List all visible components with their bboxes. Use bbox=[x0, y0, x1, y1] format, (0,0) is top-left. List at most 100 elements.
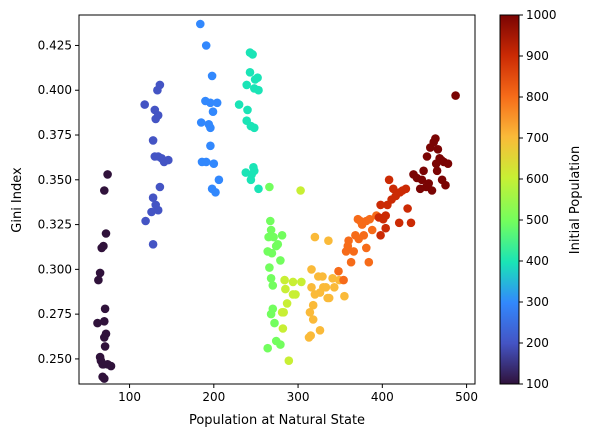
colorbar-tick-label: 800 bbox=[526, 90, 549, 104]
data-point bbox=[196, 118, 206, 127]
data-point bbox=[340, 291, 349, 301]
data-point bbox=[268, 281, 278, 290]
data-point bbox=[296, 186, 305, 195]
data-point bbox=[281, 284, 290, 294]
data-point bbox=[431, 159, 441, 168]
data-point bbox=[415, 184, 425, 194]
data-point bbox=[242, 80, 251, 90]
data-points bbox=[93, 19, 460, 383]
data-point bbox=[308, 315, 318, 324]
plot-area bbox=[78, 14, 476, 385]
data-point bbox=[206, 141, 215, 151]
data-point bbox=[394, 218, 404, 228]
x-axis: 100 200 300 400 500 bbox=[118, 384, 478, 404]
data-point bbox=[376, 200, 385, 210]
data-point bbox=[433, 145, 443, 154]
data-point bbox=[324, 236, 333, 245]
data-point bbox=[96, 356, 106, 366]
y-tick-label: 0.275 bbox=[38, 307, 72, 321]
data-point bbox=[307, 265, 316, 274]
data-point bbox=[150, 152, 160, 161]
data-point bbox=[288, 277, 298, 287]
colorbar-tick-label: 100 bbox=[526, 377, 549, 391]
x-tick-label: 200 bbox=[202, 390, 225, 404]
colorbar-label: Initial Population bbox=[568, 146, 583, 254]
y-tick-label: 0.375 bbox=[38, 128, 72, 142]
data-point bbox=[250, 123, 259, 133]
data-point bbox=[291, 290, 300, 299]
data-point bbox=[93, 318, 102, 328]
data-point bbox=[103, 170, 112, 179]
data-point bbox=[268, 304, 278, 314]
data-point bbox=[100, 304, 110, 314]
data-point bbox=[265, 263, 274, 272]
data-point bbox=[140, 100, 149, 109]
data-point bbox=[339, 275, 348, 285]
data-point bbox=[308, 300, 318, 310]
data-point bbox=[403, 204, 412, 213]
data-point bbox=[321, 283, 331, 292]
x-tick-label: 100 bbox=[118, 390, 141, 404]
x-tick-label: 300 bbox=[287, 390, 310, 404]
data-point bbox=[376, 231, 385, 240]
data-point bbox=[214, 175, 224, 185]
colorbar-tick-label: 600 bbox=[526, 172, 549, 186]
data-point bbox=[106, 361, 116, 371]
data-point bbox=[265, 182, 274, 192]
data-point bbox=[266, 274, 276, 283]
colorbar-tick-label: 400 bbox=[526, 254, 549, 268]
x-tick-label: 400 bbox=[371, 390, 394, 404]
y-tick-label: 0.300 bbox=[38, 262, 72, 276]
data-point bbox=[148, 193, 158, 202]
data-point bbox=[419, 166, 428, 176]
data-point bbox=[381, 223, 391, 233]
data-point bbox=[346, 257, 356, 267]
data-point bbox=[406, 218, 416, 228]
data-point bbox=[141, 216, 150, 226]
data-point bbox=[427, 186, 437, 195]
data-point bbox=[100, 333, 109, 342]
data-point bbox=[100, 342, 110, 351]
data-point bbox=[273, 240, 283, 249]
data-point bbox=[211, 188, 220, 197]
y-tick-label: 0.400 bbox=[38, 83, 72, 97]
data-point bbox=[365, 214, 375, 224]
y-tick-label: 0.250 bbox=[38, 352, 72, 366]
data-point bbox=[266, 216, 275, 226]
colorbar-gradient bbox=[499, 14, 520, 385]
data-point bbox=[148, 136, 158, 145]
data-point bbox=[305, 308, 315, 317]
data-point bbox=[267, 248, 277, 258]
data-point bbox=[249, 163, 258, 172]
data-point bbox=[270, 318, 279, 328]
x-axis-label: Population at Natural State bbox=[189, 413, 365, 428]
data-point bbox=[451, 91, 460, 100]
data-point bbox=[234, 100, 244, 109]
data-point bbox=[100, 317, 109, 326]
data-point bbox=[99, 241, 108, 251]
data-point bbox=[422, 152, 432, 161]
data-point bbox=[310, 290, 320, 299]
data-point bbox=[307, 283, 316, 292]
data-point bbox=[206, 98, 215, 108]
data-point bbox=[100, 186, 109, 195]
data-point bbox=[441, 180, 450, 190]
data-point bbox=[94, 275, 103, 285]
data-point bbox=[245, 68, 255, 77]
colorbar-ticks: 100 200 300 400 500 600 700 800 900 1000 bbox=[519, 8, 557, 391]
data-point bbox=[254, 184, 263, 194]
y-axis: 0.250 0.275 0.300 0.325 0.350 0.375 0.400 0.425 bbox=[38, 38, 79, 366]
data-point bbox=[431, 134, 440, 143]
data-point bbox=[330, 283, 339, 292]
data-point bbox=[443, 159, 453, 168]
data-point bbox=[254, 85, 263, 95]
data-point bbox=[367, 225, 377, 235]
data-point bbox=[315, 326, 325, 335]
data-point bbox=[201, 157, 211, 167]
data-point bbox=[95, 268, 105, 278]
data-point bbox=[362, 243, 371, 253]
data-point bbox=[280, 275, 289, 285]
data-point bbox=[282, 299, 292, 308]
data-point bbox=[147, 207, 156, 217]
data-point bbox=[349, 247, 359, 256]
